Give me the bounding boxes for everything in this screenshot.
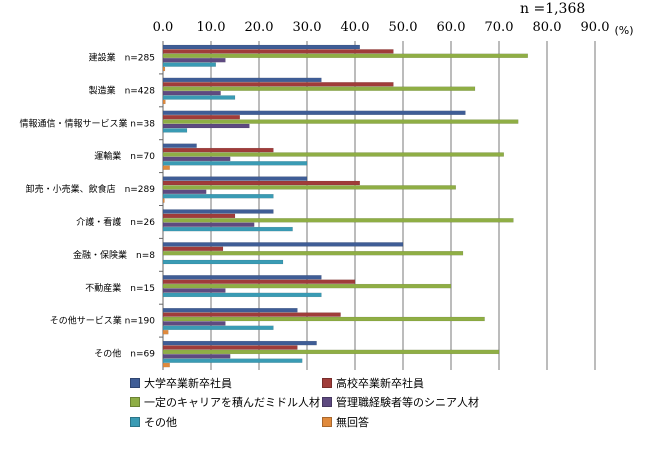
bar — [162, 82, 394, 87]
bar — [162, 283, 452, 289]
bar — [162, 62, 216, 67]
category-label: 建設業 n=285 — [89, 51, 155, 63]
legend-swatch — [130, 397, 140, 407]
bar — [162, 152, 504, 157]
legend-label: 一定のキャリアを積んだミドル人材 — [144, 396, 320, 409]
category-label: その他 n=69 — [94, 348, 155, 360]
bar — [162, 86, 476, 91]
bar — [162, 99, 166, 105]
bar — [162, 345, 298, 350]
sample-size-note: n =1,368 — [520, 1, 586, 17]
legend-item: 無回答 — [322, 414, 369, 430]
bar — [162, 53, 528, 58]
bar — [162, 288, 226, 293]
legend-label: 大学卒業新卒社員 — [144, 377, 232, 390]
bar — [162, 321, 226, 326]
legend-item: 一定のキャリアを積んだミドル人材 — [130, 394, 320, 410]
bar — [162, 259, 284, 265]
legend-label: 高校卒業新卒社員 — [336, 377, 424, 390]
bar — [162, 115, 240, 120]
bar — [162, 275, 322, 280]
category-label: 情報通信・情報サービス業 n=38 — [19, 117, 155, 129]
bar — [162, 44, 360, 50]
bar — [162, 194, 274, 199]
bar — [162, 222, 255, 227]
bar — [162, 312, 341, 317]
category-label: 金融・保険業 n=8 — [73, 249, 155, 261]
bar — [162, 110, 466, 115]
category-label: その他サービス業 n=190 — [50, 315, 156, 327]
bar — [162, 362, 170, 368]
bar — [162, 58, 226, 63]
legend-swatch — [130, 378, 140, 388]
legend-swatch — [130, 417, 140, 427]
bar — [162, 213, 236, 219]
x-tick-label: 50.0 — [389, 20, 418, 35]
unit-label: (%) — [614, 24, 633, 37]
bar — [162, 340, 317, 346]
legend-swatch — [322, 378, 332, 388]
legend-label: その他 — [144, 416, 177, 429]
legend-item: 高校卒業新卒社員 — [322, 375, 424, 391]
bar — [162, 308, 298, 313]
x-tick-label: 70.0 — [485, 20, 514, 35]
category-label: 運輸業 n=70 — [94, 150, 155, 162]
legend-label: 管理職経験者等のシニア人材 — [336, 396, 479, 409]
bar — [162, 161, 308, 166]
bar — [162, 156, 231, 162]
bar — [162, 185, 456, 190]
x-tick-label: 60.0 — [437, 20, 466, 35]
bar — [162, 330, 169, 335]
bar — [162, 246, 224, 251]
bar — [162, 358, 303, 363]
bar — [162, 66, 166, 72]
bar — [162, 176, 308, 181]
category-label: 卸売・小売業、飲食店 n=289 — [26, 183, 156, 195]
bar — [162, 209, 274, 214]
x-tick-label: 30.0 — [293, 20, 322, 35]
bar — [162, 90, 221, 96]
legend-item: 管理職経験者等のシニア人材 — [322, 394, 479, 410]
bar — [162, 128, 188, 133]
bar — [162, 226, 293, 232]
bar — [162, 325, 274, 330]
bar — [162, 180, 360, 186]
bar — [162, 349, 500, 355]
legend-swatch — [322, 397, 332, 407]
bar — [162, 251, 464, 256]
bar — [162, 279, 356, 284]
x-tick-label: 0.0 — [153, 20, 174, 35]
bar — [162, 354, 231, 359]
x-tick-label: 80.0 — [533, 20, 562, 35]
bar — [162, 147, 274, 153]
bar — [162, 143, 197, 148]
bar — [162, 49, 394, 54]
bar — [162, 198, 165, 203]
bar — [162, 292, 322, 298]
x-tick-label: 20.0 — [245, 20, 274, 35]
x-tick-label: 90.0 — [581, 20, 610, 35]
bar — [162, 189, 207, 194]
bar — [162, 165, 170, 170]
bar — [162, 123, 250, 129]
legend-item: 大学卒業新卒社員 — [130, 375, 232, 391]
bar — [162, 242, 404, 247]
category-label: 介護・看護 n=26 — [76, 216, 155, 228]
category-label: 不動産業 n=15 — [85, 282, 155, 294]
legend-label: 無回答 — [336, 416, 369, 429]
legend-item: その他 — [130, 414, 177, 430]
legend-swatch — [322, 417, 332, 427]
x-tick-label: 10.0 — [197, 20, 226, 35]
bar — [162, 95, 236, 100]
bar — [162, 77, 322, 83]
bar — [162, 119, 519, 124]
bar — [162, 316, 485, 322]
bar — [162, 218, 514, 223]
x-tick-label: 40.0 — [341, 20, 370, 35]
category-label: 製造業 n=428 — [89, 84, 156, 96]
